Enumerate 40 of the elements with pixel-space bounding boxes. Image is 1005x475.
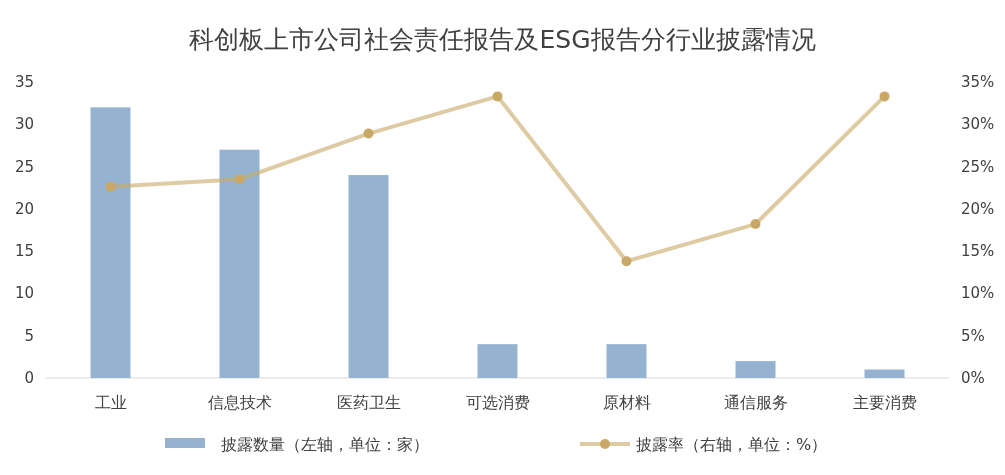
y2-tick-label: 20% [961,199,995,218]
point [879,91,890,102]
y-tick-label: 5 [24,326,34,345]
bar [348,175,389,378]
y2-tick-label: 25% [961,157,995,176]
point [750,219,761,230]
bar [606,344,647,378]
bar [219,149,260,378]
x-tick-label: 主要消费 [852,393,917,412]
point [363,128,374,139]
bar [864,369,905,378]
y-tick-label: 0 [24,369,34,387]
y2-tick-label: 5% [961,326,985,345]
point [621,256,632,267]
point [492,91,503,102]
y-tick-label: 10 [14,284,34,303]
y2-tick-label: 30% [961,115,995,134]
bar [735,361,776,378]
y2-tick-label: 0% [961,369,985,387]
y-tick-label: 25 [14,157,34,176]
bar [477,344,518,378]
legend-label: 披露数量（左轴，单位：家） [221,435,429,454]
y-tick-label: 15 [14,242,34,261]
x-tick-label: 原材料 [602,393,651,412]
y-tick-label: 20 [14,199,34,218]
y2-tick-label: 15% [961,242,995,261]
y-tick-label: 35 [14,73,34,91]
y2-tick-label: 10% [961,284,995,303]
chart-title: 科创板上市公司社会责任报告及ESG报告分行业披露情况 [189,25,816,54]
x-tick-label: 信息技术 [207,393,272,412]
y-tick-label: 30 [14,115,34,134]
x-tick-label: 可选消费 [465,393,530,412]
x-tick-label: 通信服务 [723,393,788,412]
x-tick-label: 医药卫生 [336,393,401,412]
x-tick-label: 工业 [94,393,127,412]
point [234,174,245,185]
legend-label: 披露率（右轴，单位：%） [636,435,828,454]
bar [90,107,131,378]
point [105,181,116,192]
y2-tick-label: 35% [961,73,995,91]
